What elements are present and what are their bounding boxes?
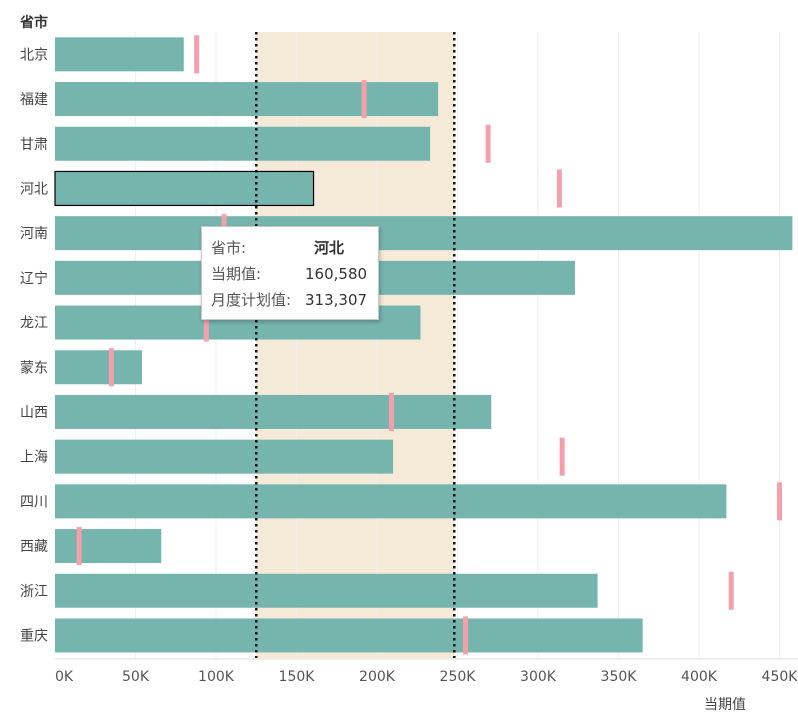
- target-marker: [463, 616, 469, 655]
- category-label: 河北: [20, 181, 48, 197]
- x-tick-label: 400K: [681, 669, 718, 685]
- category-label: 山西: [20, 405, 48, 421]
- x-tick-label: 200K: [359, 669, 396, 685]
- tooltip-row-plan: 月度计划值: 313,307: [211, 287, 378, 313]
- reference-band: [256, 32, 455, 658]
- tooltip-current-value: 160,580: [305, 265, 368, 283]
- tooltip-current-label: 当期值:: [211, 265, 262, 283]
- category-label: 四川: [20, 494, 48, 510]
- category-label: 河南: [20, 226, 48, 242]
- tooltip-plan-label: 月度计划值:: [211, 291, 292, 309]
- x-tick-label: 100K: [198, 669, 235, 685]
- x-tick-label: 450K: [762, 669, 798, 685]
- tooltip-row-province: 省市: 河北: [211, 235, 378, 261]
- target-marker: [559, 437, 565, 476]
- target-marker: [76, 527, 82, 566]
- x-tick-label: 150K: [279, 669, 316, 685]
- category-label: 西藏: [20, 539, 48, 555]
- row-header: 省市: [20, 15, 48, 31]
- category-label: 北京: [20, 47, 48, 63]
- category-label: 上海: [20, 450, 48, 466]
- bar: [55, 82, 439, 117]
- bar: [55, 484, 727, 519]
- target-marker: [388, 392, 394, 431]
- category-label: 甘肃: [20, 137, 48, 153]
- tooltip-province-value: 河北: [314, 239, 345, 257]
- target-marker: [728, 571, 734, 610]
- bar: [55, 37, 184, 72]
- target-marker: [108, 348, 114, 387]
- category-label: 浙江: [20, 584, 48, 600]
- x-tick-label: 300K: [520, 669, 557, 685]
- target-marker: [203, 303, 209, 342]
- category-label: 蒙东: [20, 360, 48, 376]
- target-marker: [485, 124, 491, 163]
- bar: [55, 439, 394, 474]
- category-label: 龙江: [20, 316, 48, 332]
- target-marker: [556, 169, 562, 208]
- category-label: 重庆: [20, 628, 48, 644]
- tooltip-plan-value: 313,307: [305, 291, 368, 309]
- bar: [55, 573, 598, 608]
- target-marker: [361, 80, 367, 119]
- bar: [55, 126, 431, 161]
- bar: [55, 529, 162, 564]
- x-tick-label: 350K: [601, 669, 638, 685]
- bar: [55, 216, 793, 251]
- category-label: 福建: [20, 92, 48, 108]
- bar: [55, 618, 643, 653]
- bar: [55, 350, 142, 385]
- tooltip: 省市: 河北 当期值: 160,580 月度计划值: 313,307: [201, 226, 379, 320]
- tooltip-province-label: 省市:: [211, 239, 247, 257]
- x-tick-label: 50K: [122, 669, 150, 685]
- bar-highlighted: [54, 170, 315, 207]
- bar: [55, 394, 492, 429]
- target-marker: [777, 482, 782, 521]
- x-tick-label: 0K: [55, 669, 74, 685]
- category-label: 辽宁: [20, 270, 48, 287]
- x-tick-label: 250K: [440, 669, 477, 685]
- x-axis-title: 当期值: [704, 697, 746, 713]
- target-marker: [194, 35, 200, 74]
- tooltip-row-current: 当期值: 160,580: [211, 261, 378, 287]
